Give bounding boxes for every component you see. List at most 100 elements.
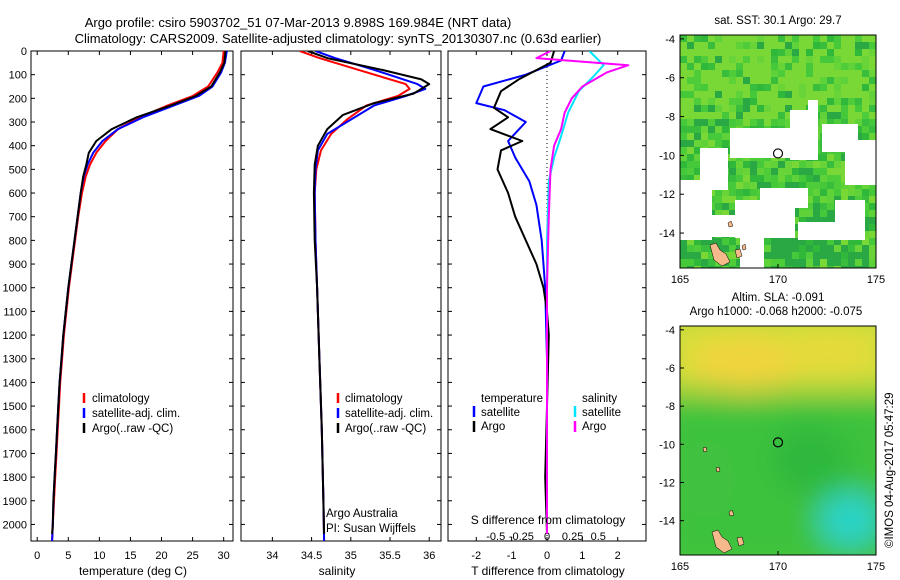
sst-cell bbox=[778, 238, 785, 245]
sst-cell bbox=[806, 42, 813, 49]
sst-cell bbox=[764, 91, 771, 98]
sst-cell bbox=[701, 77, 708, 84]
sst-cell bbox=[715, 84, 722, 91]
sst-cell bbox=[855, 63, 862, 70]
annotation-argo-australia: Argo Australia bbox=[326, 508, 398, 520]
sst-cell bbox=[694, 175, 701, 182]
sst-cell bbox=[729, 245, 736, 252]
sst-cell bbox=[834, 175, 841, 182]
sst-cell bbox=[869, 203, 876, 210]
sst-cell bbox=[694, 140, 701, 147]
x-tick-label: 0 bbox=[544, 550, 550, 562]
sst-cell bbox=[694, 252, 701, 259]
sst-cell bbox=[806, 49, 813, 56]
sst-cell bbox=[834, 161, 841, 168]
sst-cell bbox=[736, 84, 743, 91]
sst-cell bbox=[827, 252, 834, 259]
sst-cell bbox=[764, 49, 771, 56]
sst-cell bbox=[694, 42, 701, 49]
sst-cell bbox=[687, 161, 694, 168]
sst-cell bbox=[869, 56, 876, 63]
sst-cell bbox=[722, 189, 729, 196]
sst-cell bbox=[869, 77, 876, 84]
sst-cell bbox=[841, 63, 848, 70]
sst-cell bbox=[834, 154, 841, 161]
sst-cell bbox=[806, 35, 813, 42]
sst-cell bbox=[722, 238, 729, 245]
sst-cell bbox=[708, 77, 715, 84]
sst-cell bbox=[855, 98, 862, 105]
sst-cell bbox=[792, 266, 799, 268]
sst-cell bbox=[736, 35, 743, 42]
sst-cell bbox=[820, 259, 827, 266]
sst-cell bbox=[750, 42, 757, 49]
sst-cell bbox=[715, 49, 722, 56]
sst-cell bbox=[799, 91, 806, 98]
sst-cell bbox=[736, 238, 743, 245]
sst-cell bbox=[827, 161, 834, 168]
sst-cell bbox=[736, 63, 743, 70]
sst-cell bbox=[708, 70, 715, 77]
sst-cell bbox=[792, 56, 799, 63]
salinity-plot-frame bbox=[240, 50, 442, 542]
sst-cell bbox=[680, 168, 687, 175]
sst-cell bbox=[827, 49, 834, 56]
sst-cell bbox=[715, 203, 722, 210]
sst-cell bbox=[862, 203, 869, 210]
y-tick-label: 600 bbox=[9, 188, 27, 200]
sst-cell bbox=[834, 84, 841, 91]
sst-cell bbox=[708, 140, 715, 147]
sst-cell bbox=[827, 175, 834, 182]
sst-cell bbox=[743, 189, 750, 196]
sst-cell bbox=[729, 252, 736, 259]
sst-cell bbox=[722, 126, 729, 133]
sst-cell bbox=[708, 119, 715, 126]
y-tick-label: 300 bbox=[9, 117, 27, 129]
sst-cell bbox=[764, 105, 771, 112]
sst-cell bbox=[820, 56, 827, 63]
sst-cell bbox=[771, 84, 778, 91]
sst-cell bbox=[687, 259, 694, 266]
sst-cell bbox=[715, 196, 722, 203]
map-y-tick-label: -10 bbox=[659, 150, 675, 162]
sla-low-cyan bbox=[818, 492, 876, 548]
sst-cell bbox=[806, 196, 813, 203]
sst-cell bbox=[687, 42, 694, 49]
sst-cell bbox=[736, 70, 743, 77]
sst-cell bbox=[848, 70, 855, 77]
sst-cell bbox=[750, 56, 757, 63]
sst-cell bbox=[834, 98, 841, 105]
sst-cell bbox=[757, 98, 764, 105]
sst-cell bbox=[827, 238, 834, 245]
sst-cell bbox=[701, 266, 708, 268]
sst-cell bbox=[806, 70, 813, 77]
x-tick-label: 30 bbox=[218, 550, 230, 562]
legend-label-argo: Argo(..raw -QC) bbox=[92, 423, 173, 435]
y-tick-label: 1900 bbox=[3, 496, 27, 508]
sst-cell bbox=[708, 252, 715, 259]
s-difference-xlabel: S difference from climatology bbox=[471, 513, 626, 527]
sst-cell bbox=[687, 252, 694, 259]
sst-cell bbox=[722, 91, 729, 98]
sst-cell bbox=[834, 189, 841, 196]
sst-cell bbox=[729, 105, 736, 112]
sst-cell bbox=[834, 245, 841, 252]
sst-cell bbox=[715, 266, 722, 268]
sst-cell bbox=[708, 56, 715, 63]
sst-cell bbox=[750, 35, 757, 42]
sst-cell bbox=[869, 70, 876, 77]
sst-cell bbox=[750, 119, 757, 126]
sst-cell bbox=[855, 35, 862, 42]
island bbox=[715, 466, 721, 473]
pressure-axis: 0 100 200 300 400 500 600 700 800 900 1000 1100 1200… bbox=[3, 46, 646, 531]
sst-cell bbox=[862, 189, 869, 196]
sst-cell bbox=[841, 182, 848, 189]
map-y-tick-label: -12 bbox=[659, 477, 675, 489]
sst-cell bbox=[715, 105, 722, 112]
sst-cell bbox=[757, 112, 764, 119]
sst-cell bbox=[743, 119, 750, 126]
legend-label-argo: Argo(..raw -QC) bbox=[345, 423, 426, 435]
sst-cell bbox=[701, 63, 708, 70]
sst-cell bbox=[820, 77, 827, 84]
sst-cell bbox=[785, 119, 792, 126]
